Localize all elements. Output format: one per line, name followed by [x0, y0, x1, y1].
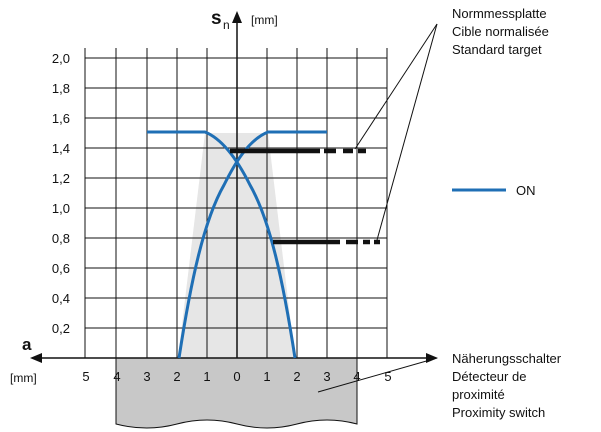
y-tick-label: 1,8: [52, 81, 70, 96]
y-axis-arrow: [232, 11, 242, 23]
x-axis-arrow-left: [30, 353, 42, 363]
sensor-annotation: Näherungsschalter Détecteur de proximité…: [452, 351, 562, 420]
y-tick-label: 1,2: [52, 171, 70, 186]
x-tick-label: 2: [173, 369, 180, 384]
sensor-label-fr-2: proximité: [452, 387, 505, 402]
leader-lines: [317, 23, 438, 393]
on-curve-right: [177, 130, 327, 359]
x-tick-label: 2: [293, 369, 300, 384]
standard-targets: [230, 148, 380, 245]
x-tick-label: 5: [82, 369, 89, 384]
x-tick-label: 4: [353, 369, 360, 384]
x-tick-label: 1: [263, 369, 270, 384]
on-curves: [147, 130, 327, 359]
x-tick-labels: 5 4 3 2 1 0 1 2 3 4 5: [82, 369, 391, 384]
y-axis-symbol: s: [211, 8, 222, 29]
y-tick-labels: 2,0 1,8 1,6 1,4 1,2 1,0 0,8 0,6 0,4 0,2: [52, 51, 70, 336]
y-tick-label: 2,0: [52, 51, 70, 66]
x-tick-label: 0: [233, 369, 240, 384]
sensor-label-en: Proximity switch: [452, 405, 545, 420]
x-tick-label: 4: [113, 369, 120, 384]
y-tick-label: 0,6: [52, 261, 70, 276]
x-axis-symbol: a: [22, 335, 32, 354]
target-label-fr: Cible normalisée: [452, 24, 549, 39]
target-label-en: Standard target: [452, 42, 542, 57]
on-curve-left: [147, 130, 297, 359]
y-tick-label: 1,0: [52, 201, 70, 216]
x-tick-label: 5: [384, 369, 391, 384]
y-tick-label: 1,6: [52, 111, 70, 126]
legend-on-label: ON: [516, 183, 536, 198]
x-tick-label: 3: [143, 369, 150, 384]
target-annotation: Normmessplatte Cible normalisée Standard…: [452, 6, 549, 57]
y-tick-label: 0,8: [52, 231, 70, 246]
sensor-label-de: Näherungsschalter: [452, 351, 562, 366]
x-tick-label: 3: [323, 369, 330, 384]
proximity-switch-body: [115, 357, 358, 429]
y-tick-label: 0,2: [52, 321, 70, 336]
x-tick-label: 1: [203, 369, 210, 384]
sensor-label-fr: Détecteur de: [452, 369, 526, 384]
y-axis-unit: [mm]: [251, 13, 278, 27]
x-axis-unit: [mm]: [10, 371, 37, 385]
target-label-de: Normmessplatte: [452, 6, 547, 21]
y-tick-label: 1,4: [52, 141, 70, 156]
y-axis-symbol-subscript: n: [223, 18, 230, 32]
y-tick-label: 0,4: [52, 291, 70, 306]
